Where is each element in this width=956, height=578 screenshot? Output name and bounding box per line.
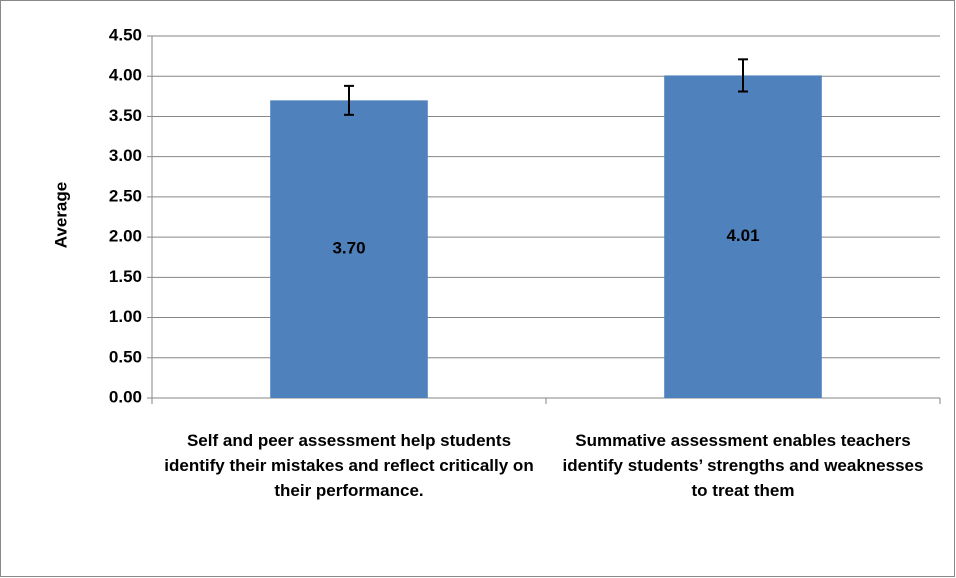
y-tick-label: 2.50 xyxy=(109,186,142,205)
data-label: 4.01 xyxy=(726,226,759,245)
y-tick-label: 1.50 xyxy=(109,267,142,286)
data-label: 3.70 xyxy=(332,239,365,258)
x-tick-label: Self and peer assessment help students i… xyxy=(164,431,534,500)
y-tick-label: 2.00 xyxy=(109,227,142,246)
bar xyxy=(664,75,822,398)
y-tick-label: 0.00 xyxy=(109,387,142,406)
y-axis-label: Average xyxy=(51,182,70,248)
y-tick-label: 3.00 xyxy=(109,146,142,165)
y-tick-label: 1.00 xyxy=(109,307,142,326)
bar xyxy=(270,100,428,398)
y-tick-label: 4.00 xyxy=(109,66,142,85)
y-tick-label: 4.50 xyxy=(109,25,142,44)
y-tick-label: 3.50 xyxy=(109,106,142,125)
x-tick-label: Summative assessment enables teachers id… xyxy=(562,431,924,500)
y-tick-label: 0.50 xyxy=(109,347,142,366)
